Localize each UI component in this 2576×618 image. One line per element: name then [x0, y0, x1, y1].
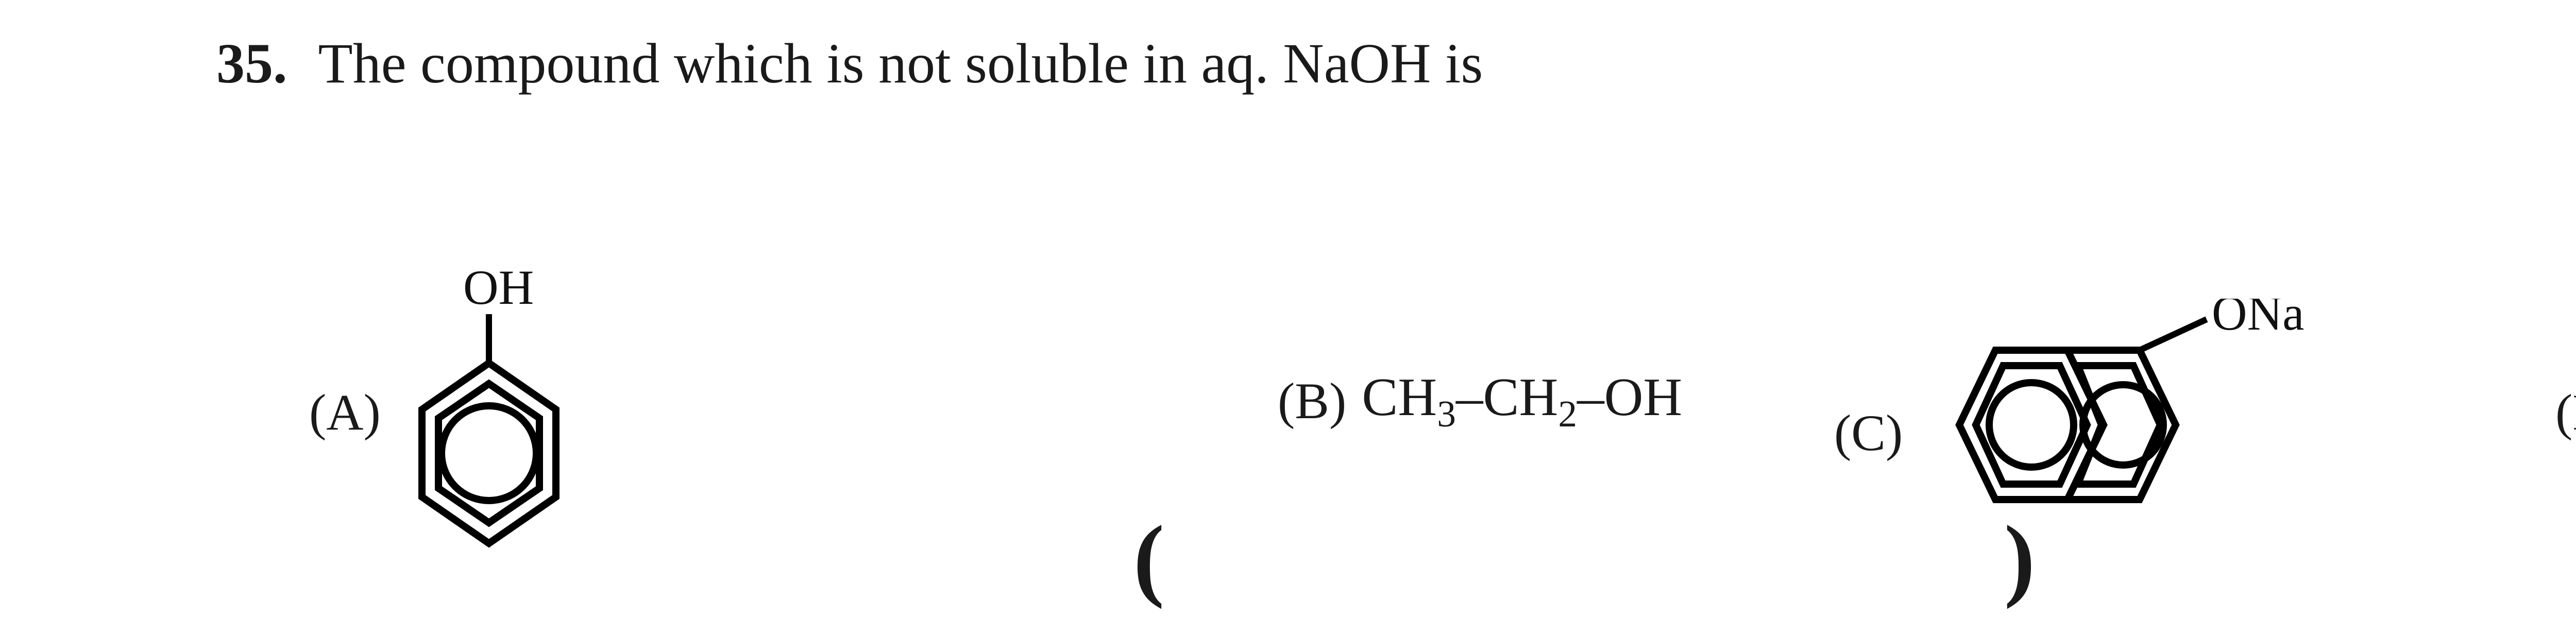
option-c: (C) ONa [1834, 299, 2408, 566]
naphtholate-structure-icon: ONa [1918, 299, 2408, 566]
page: 35. The compound which is not soluble in… [0, 0, 2576, 618]
option-d-label: (D) [2555, 383, 2576, 442]
question-number: 35. [216, 31, 287, 96]
stray-paren-left: ( [1133, 505, 1164, 611]
option-d: (D) CH2–OH [2555, 268, 2576, 556]
option-c-label: (C) [1834, 403, 1903, 462]
formula-sub: 2 [1558, 393, 1577, 435]
formula-part: CH [1362, 367, 1437, 427]
option-b-label: (B) [1278, 371, 1346, 431]
options-row: (A) OH (B) CH3–CH2–OH (C) [309, 165, 2576, 556]
oh-label: OH [463, 268, 534, 315]
option-a: (A) OH [309, 268, 582, 556]
phenol-structure-icon: OH [396, 268, 582, 556]
ona-label: ONa [2212, 299, 2304, 340]
stray-paren-right: ) [2004, 505, 2035, 611]
option-a-label: (A) [309, 383, 381, 442]
formula-part: –OH [1577, 367, 1682, 427]
formula-part: –CH [1456, 367, 1558, 427]
option-b-formula: CH3–CH2–OH [1362, 366, 1682, 436]
option-b: (B) CH3–CH2–OH [1278, 366, 1682, 436]
question-text: The compound which is not soluble in aq.… [318, 31, 1483, 96]
formula-sub: 3 [1437, 393, 1456, 435]
question-line: 35. The compound which is not soluble in… [216, 31, 1483, 96]
